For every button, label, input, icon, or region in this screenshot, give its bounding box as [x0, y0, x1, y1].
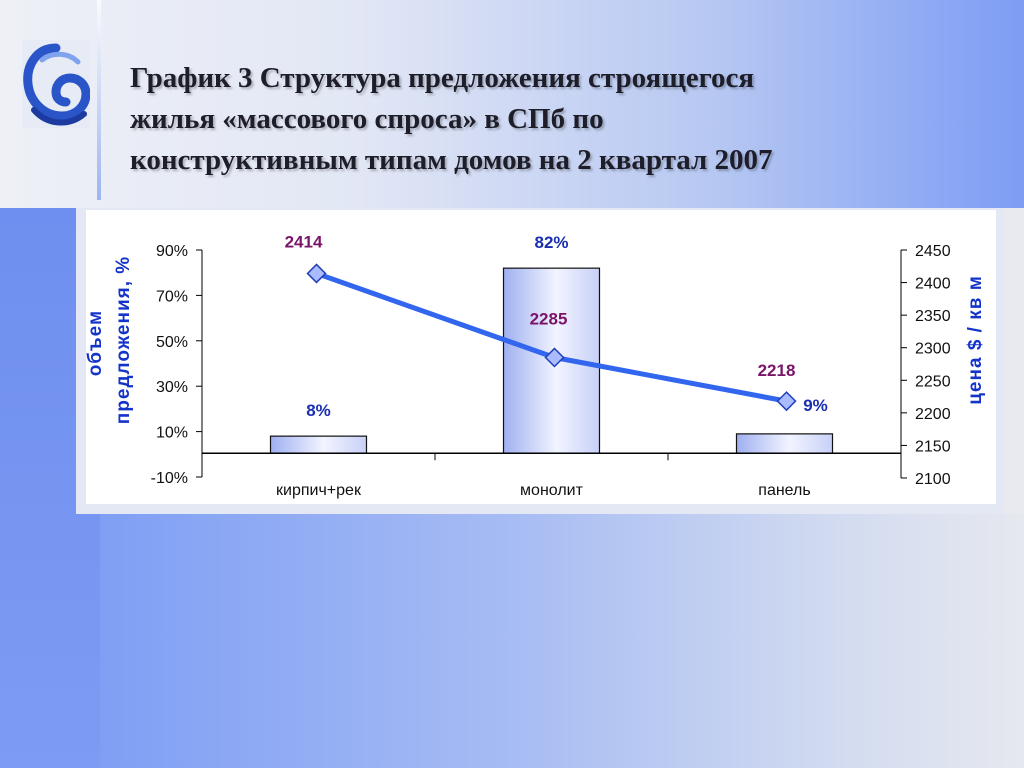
y2-tick-label: 2100	[915, 471, 951, 488]
y2-tick-label: 2150	[915, 438, 951, 455]
bar-value-label: 9%	[803, 396, 828, 415]
chart-area: 90% 70% 50% 30% 10% -10% 2450 2400 2350 2300 2250 2…	[86, 210, 996, 504]
y2-tick-label: 2350	[915, 308, 951, 325]
slide-background-bottom	[100, 514, 1024, 768]
y2-tick-label: 2400	[915, 276, 951, 293]
y2-tick-label: 2300	[915, 341, 951, 358]
slide-title-line-2: жилья «массового спроса» в СПб по	[130, 103, 604, 135]
slide-title-line-1: График 3 Структура предложения строящего…	[130, 62, 755, 94]
slide-divider-line	[97, 0, 101, 200]
price-marker	[306, 263, 327, 284]
y2-tick-label: 2200	[915, 406, 951, 423]
company-logo-icon	[22, 40, 90, 128]
price-marker	[544, 347, 565, 368]
price-value-label: 2285	[530, 309, 568, 328]
y-axis-title-line-1: объем	[86, 310, 106, 376]
slide-background-top	[0, 0, 1024, 208]
y-tick-label: 30%	[156, 379, 188, 396]
price-value-label: 2414	[285, 232, 323, 251]
price-marker	[776, 391, 797, 412]
y2-tick-label: 2250	[915, 373, 951, 390]
x-tick-label: панель	[758, 482, 810, 499]
y2-tick-label: 2450	[915, 243, 951, 260]
x-tick-label: монолит	[520, 482, 584, 499]
y-axis-title: объем предложения, %	[86, 256, 134, 424]
y2-axis-title: цена $ / кв м	[965, 275, 986, 405]
bar	[735, 433, 834, 454]
bar	[269, 435, 368, 454]
y-tick-label: 10%	[156, 425, 188, 442]
y-tick-label: 90%	[156, 243, 188, 260]
slide-title-line-3: конструктивным типам домов на 2 квартал …	[130, 144, 773, 176]
y-tick-label: 50%	[156, 334, 188, 351]
bar-value-label: 8%	[306, 401, 331, 420]
y-tick-label: -10%	[151, 470, 188, 487]
y-axis-title-line-2: предложения, %	[113, 256, 134, 424]
price-value-label: 2218	[758, 361, 796, 380]
combo-chart: 90% 70% 50% 30% 10% -10% 2450 2400 2350 2300 2250 2…	[86, 232, 986, 499]
y-tick-label: 70%	[156, 288, 188, 305]
slide-title: График 3 Структура предложения строящего…	[130, 58, 990, 181]
x-tick-label: кирпич+рек	[276, 482, 362, 499]
bar-value-label: 82%	[534, 233, 568, 252]
